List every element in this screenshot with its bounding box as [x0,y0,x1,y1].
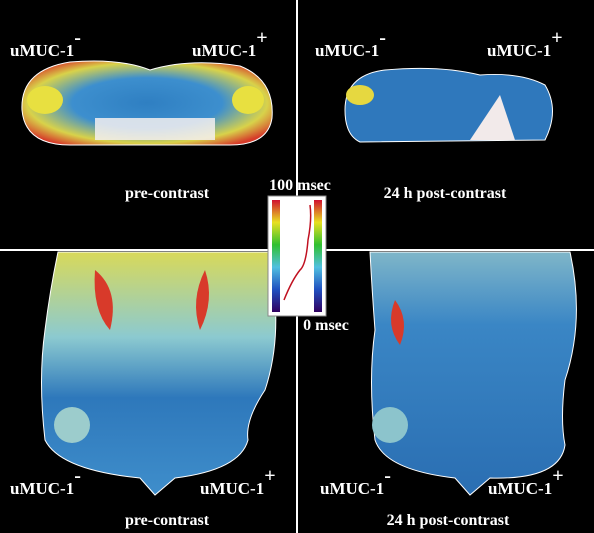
sign: + [264,465,275,487]
sign: - [74,465,81,487]
label-text: uMUC-1 [200,479,264,498]
right-label: uMUC-1+ [200,465,276,498]
panel-1: uMUC-1- uMUC-1+ 24 h post-contrast [315,27,563,202]
left-label: uMUC-1- [315,27,386,60]
caption: pre-contrast [125,185,210,202]
tissue-images [21,60,577,496]
sign: + [552,465,563,487]
label-text: uMUC-1 [487,41,551,60]
label-text: uMUC-1 [488,479,552,498]
label-text: uMUC-1 [10,41,74,60]
sign: + [551,27,562,49]
right-label: uMUC-1+ [488,465,564,498]
caption: 24 h post-contrast [387,512,510,529]
panel-2: uMUC-1- uMUC-1+ pre-contrast [10,465,276,529]
colorbar-max: 100 msec [269,177,331,194]
colorbar-min: 0 msec [303,317,349,334]
label-text: uMUC-1 [10,479,74,498]
sign: - [74,27,81,49]
left-label: uMUC-1- [10,27,81,60]
sign: - [384,465,391,487]
colorbar: 100 msec 0 msec [267,177,349,334]
left-label: uMUC-1- [10,465,81,498]
label-text: uMUC-1 [192,41,256,60]
caption: 24 h post-contrast [384,185,507,202]
panel-3: uMUC-1- uMUC-1+ 24 h post-contrast [320,465,564,529]
label-text: uMUC-1 [320,479,384,498]
left-label: uMUC-1- [320,465,391,498]
panel-0: uMUC-1- uMUC-1+ pre-contrast [10,27,268,202]
label-text: uMUC-1 [315,41,379,60]
right-label: uMUC-1+ [487,27,563,60]
caption: pre-contrast [125,512,210,529]
right-label: uMUC-1+ [192,27,268,60]
sign: + [256,27,267,49]
sign: - [379,27,386,49]
